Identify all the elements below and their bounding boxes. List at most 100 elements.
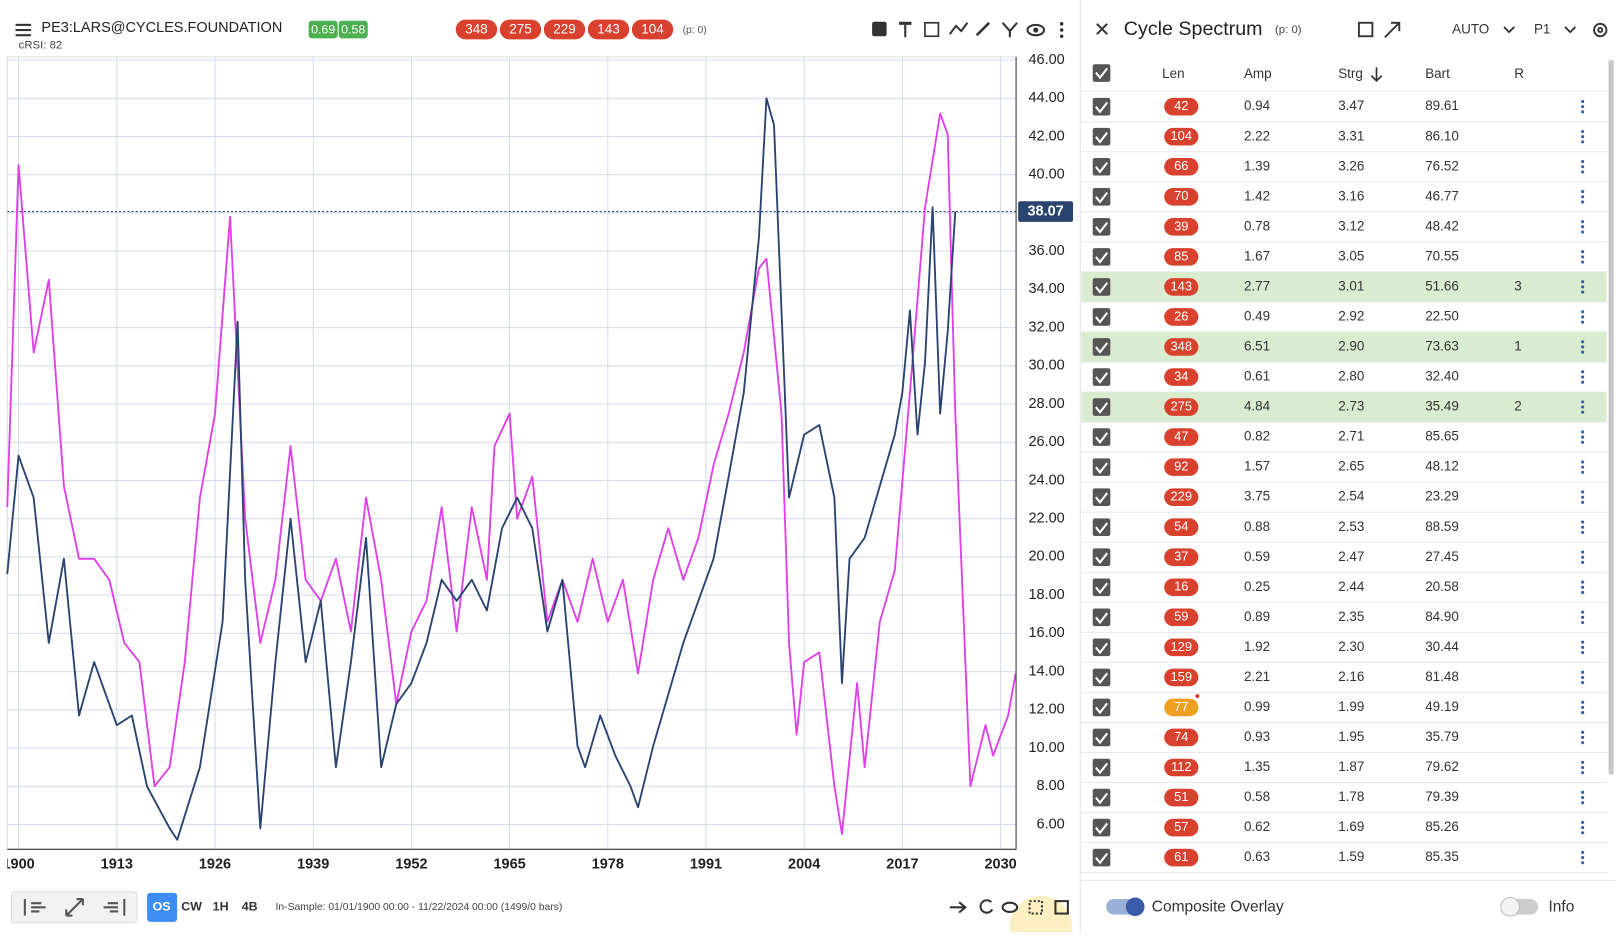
row-menu[interactable] [1581,460,1585,474]
interval-button[interactable]: 1H [213,900,229,914]
row-checkbox[interactable] [1092,548,1111,567]
row-menu[interactable] [1581,580,1585,595]
row-checkbox[interactable] [1092,638,1111,657]
interval-button[interactable]: OS [153,900,171,914]
row-checkbox[interactable] [1092,758,1111,777]
y-tick-label: 10.00 [1028,740,1064,756]
active-button-bg [147,892,178,922]
column-header[interactable]: R [1514,66,1524,81]
row-checkbox[interactable] [1092,428,1111,446]
overlay-toggle[interactable] [1106,897,1145,917]
row-checkbox[interactable] [1092,187,1111,206]
dot [1581,165,1585,169]
row-checkbox[interactable] [1092,488,1111,506]
row-menu[interactable] [1581,610,1585,625]
row-checkbox[interactable] [1092,398,1111,416]
sample-range: In-Sample: 01/01/1900 00:00 - 11/22/2024… [276,902,563,913]
row-menu[interactable] [1581,340,1585,354]
row-checkbox[interactable] [1092,458,1111,476]
row-checkbox[interactable] [1092,308,1111,326]
row-menu[interactable] [1581,220,1585,234]
amp-value: 2.22 [1244,128,1270,143]
mode[interactable]: AUTO [1452,22,1489,37]
row-checkbox[interactable] [1092,157,1111,176]
row-checkbox[interactable] [1092,818,1111,837]
cycle-badge[interactable] [587,19,630,40]
check [1095,252,1109,264]
dot [1581,555,1585,559]
column-header[interactable]: Strg [1338,66,1363,81]
row-checkbox[interactable] [1092,848,1111,867]
row-menu[interactable] [1581,640,1585,655]
row-menu[interactable] [1581,370,1585,384]
column-header[interactable]: Len [1162,66,1184,81]
menu-icon[interactable] [15,23,32,37]
row-menu[interactable] [1581,850,1585,865]
row-checkbox[interactable] [1092,698,1111,717]
bottom-tools[interactable] [949,899,1069,915]
amp-value: 6.51 [1244,339,1270,354]
strg-value: 2.73 [1338,399,1364,414]
profile[interactable]: P1 [1534,22,1550,37]
info-toggle[interactable] [1500,896,1539,917]
y-tick-label: 18.00 [1028,587,1064,603]
panel-tools[interactable] [1357,21,1608,38]
cycle-badge[interactable] [499,19,542,40]
row-checkbox[interactable] [1092,788,1111,807]
row-checkbox[interactable] [1092,668,1111,687]
strg-value: 2.92 [1338,309,1364,324]
close-button[interactable] [1096,23,1108,35]
dot [1581,495,1585,499]
bart-value: 35.79 [1425,729,1459,744]
column-header[interactable]: Bart [1425,66,1450,81]
row-menu[interactable] [1581,250,1585,264]
nav-buttons[interactable] [10,891,138,924]
row-checkbox[interactable] [1092,97,1111,116]
dot [1581,129,1585,134]
len-value: 51 [1174,789,1188,804]
x-tick-label: 1926 [199,857,231,873]
row-menu[interactable] [1581,280,1585,294]
row-menu[interactable] [1581,730,1585,745]
scrollbar[interactable] [1608,60,1614,775]
row-menu[interactable] [1581,160,1585,174]
row-menu[interactable] [1581,400,1585,414]
cycle-badge[interactable] [543,19,586,40]
row-menu[interactable] [1581,99,1585,114]
cycle-badge[interactable] [455,19,498,40]
dot [1581,400,1585,404]
row-checkbox[interactable] [1092,248,1111,266]
row-checkbox[interactable] [1092,608,1111,627]
panel-title: Cycle Spectrum [1124,18,1263,40]
x-tick-label: 2017 [886,857,918,873]
row-checkbox[interactable] [1092,127,1111,146]
row-menu[interactable] [1581,820,1585,835]
row-checkbox[interactable] [1092,218,1111,236]
column-header[interactable]: Amp [1244,66,1272,81]
row-menu[interactable] [1581,190,1585,204]
row-menu[interactable] [1581,310,1585,324]
row-menu[interactable] [1581,490,1585,504]
row-checkbox[interactable] [1092,578,1111,597]
row-checkbox[interactable] [1092,338,1111,356]
row-menu[interactable] [1581,700,1585,715]
amp-value: 0.49 [1244,309,1270,324]
cycle-badge[interactable] [631,19,674,40]
green-badge [338,20,368,39]
interval-button[interactable]: 4B [242,900,258,914]
interval-button[interactable]: CW [181,900,202,914]
row-menu[interactable] [1581,790,1585,805]
row-checkbox[interactable] [1092,728,1111,747]
dot [1581,585,1585,589]
row-menu[interactable] [1581,430,1585,444]
row-checkbox[interactable] [1092,518,1111,537]
row-menu[interactable] [1581,760,1585,775]
row-menu[interactable] [1581,550,1585,564]
row-menu[interactable] [1581,129,1585,144]
len-badge [1164,638,1199,657]
row-checkbox[interactable] [1092,278,1111,296]
row-menu[interactable] [1581,520,1585,534]
header-tools[interactable] [872,21,1064,39]
row-checkbox[interactable] [1092,368,1111,386]
row-menu[interactable] [1581,670,1585,685]
